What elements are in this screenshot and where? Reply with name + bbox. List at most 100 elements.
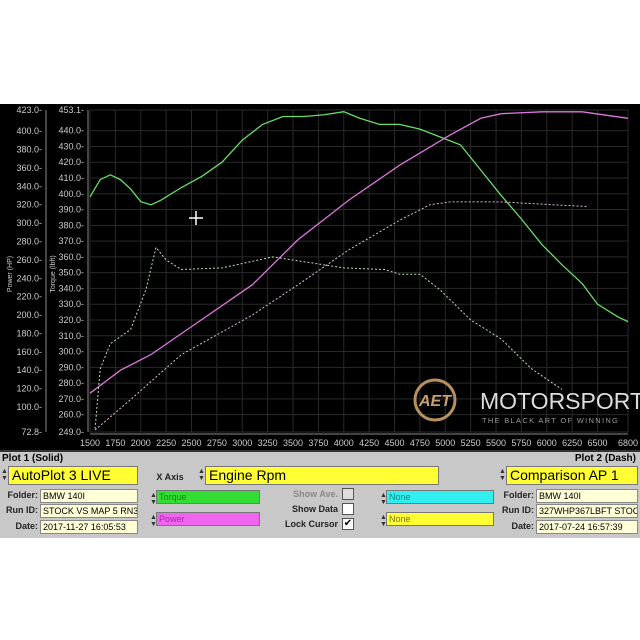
plot2-spinner[interactable]: ▲ ▼ <box>499 468 506 482</box>
power-tick-label: 260.0- <box>16 255 42 265</box>
x-tick-label: 5250 <box>461 438 481 448</box>
logo-brand: AET <box>418 393 452 410</box>
chart-svg: 453.1- 440.0- 430.0- 420.0- 410.0- 400.0- 390.… <box>7 105 640 448</box>
power-tick-label: 360.0- <box>16 163 42 173</box>
torque-tick-label: 380.0- <box>58 220 84 230</box>
x-tick-label: 2750 <box>207 438 227 448</box>
x-axis-spinner[interactable]: ▲ ▼ <box>198 468 205 482</box>
power-tick-label: 140.0- <box>16 365 42 375</box>
show-data-checkbox[interactable] <box>342 503 354 515</box>
power-tick-label: 300.0- <box>16 218 42 228</box>
power-tick-label: 380.0- <box>16 145 42 155</box>
lock-cursor-checkbox[interactable]: ✔ <box>342 518 354 530</box>
power-tick-label: 220.0- <box>16 292 42 302</box>
plot2-run-label: Run ID: <box>502 505 534 515</box>
power-tick-label: 280.0- <box>16 236 42 246</box>
plot1-run-id[interactable]: STOCK VS MAP 5 RN3 <box>40 504 138 518</box>
x-tick-label: 5500 <box>486 438 506 448</box>
x-tick-label: 3500 <box>283 438 303 448</box>
x-tick-label: 3000 <box>232 438 252 448</box>
power-tick-label: 320.0- <box>16 200 42 210</box>
torque-tick-label: 260.0- <box>58 410 84 420</box>
channel-torque-select[interactable]: Torque <box>156 490 260 504</box>
show-data-label: Show Data <box>291 504 338 514</box>
x-tick-label: 1750 <box>105 438 125 448</box>
show-ave-checkbox[interactable] <box>342 488 354 500</box>
x-tick-label: 5000 <box>435 438 455 448</box>
plot2-run-id[interactable]: 327WHP367LBFT STOCI <box>536 504 638 518</box>
series-torque-dash <box>94 246 563 429</box>
power-tick-label: 100.0- <box>16 402 42 412</box>
torque-tick-label: 280.0- <box>58 378 84 388</box>
plot1-folder[interactable]: BMW 140I <box>40 489 138 503</box>
x-tick-label: 2250 <box>156 438 176 448</box>
plot1-date-label: Date: <box>15 521 38 531</box>
control-panel: Plot 1 (Solid) ▲ ▼ AutoPlot 3 LIVE Folder… <box>0 450 640 538</box>
series-power-dash <box>94 201 588 431</box>
torque-tick-label: 440.0- <box>58 126 84 136</box>
plot1-run-label: Run ID: <box>6 505 38 515</box>
torque-tick-label: 390.0- <box>58 205 84 215</box>
torque-tick-label: 400.0- <box>58 189 84 199</box>
channel4-spinner[interactable]: ▲ ▼ <box>380 514 387 528</box>
x-tick-label: 6800 <box>618 438 638 448</box>
series-torque-solid <box>89 111 629 323</box>
x-tick-label: 6500 <box>588 438 608 448</box>
x-axis-select[interactable]: Engine Rpm <box>205 466 439 485</box>
plot2-title: Plot 2 (Dash) <box>574 453 636 464</box>
torque-tick-label: 249.0- <box>58 427 84 437</box>
plot1-title: Plot 1 (Solid) <box>2 453 64 464</box>
x-tick-label: 5750 <box>511 438 531 448</box>
torque-tick-label: 420.0- <box>58 157 84 167</box>
torque-tick-label: 340.0- <box>58 283 84 293</box>
channel-4-select[interactable]: None <box>386 512 494 526</box>
torque-tick-label: 350.0- <box>58 268 84 278</box>
dyno-chart[interactable]: 453.1- 440.0- 430.0- 420.0- 410.0- 400.0- 390.… <box>0 104 640 450</box>
plot2-date[interactable]: 2017-07-24 16:57:39 <box>536 520 638 534</box>
plot1-folder-label: Folder: <box>7 490 39 500</box>
channel-power-select[interactable]: Power <box>156 512 260 526</box>
power-tick-label: 72.8- <box>21 427 42 437</box>
logo-tagline: THE BLACK ART OF WINNING <box>482 416 619 425</box>
plot1-date[interactable]: 2017-11-27 16:05:53 <box>40 520 138 534</box>
torque-tick-label: 370.0- <box>58 236 84 246</box>
power-tick-label: 180.0- <box>16 328 42 338</box>
x-tick-label: 3250 <box>258 438 278 448</box>
plot2-date-label: Date: <box>511 521 534 531</box>
x-tick-label: 1500 <box>80 438 100 448</box>
plot1-select[interactable]: AutoPlot 3 LIVE <box>8 466 138 485</box>
show-ave-label: Show Ave. <box>293 489 338 499</box>
x-tick-label: 4250 <box>359 438 379 448</box>
channel2-spinner[interactable]: ▲ ▼ <box>150 514 157 528</box>
x-tick-label: 6000 <box>537 438 557 448</box>
crosshair-cursor-icon <box>189 211 203 225</box>
x-tick-label: 4000 <box>334 438 354 448</box>
torque-tick-label: 453.1- <box>58 105 84 115</box>
lock-cursor-label: Lock Cursor <box>284 519 338 529</box>
channel1-spinner[interactable]: ▲ ▼ <box>150 492 157 506</box>
x-tick-label: 3750 <box>308 438 328 448</box>
power-tick-label: 423.0- <box>16 105 42 115</box>
torque-tick-label: 430.0- <box>58 141 84 151</box>
x-tick-label: 4750 <box>410 438 430 448</box>
torque-tick-label: 320.0- <box>58 315 84 325</box>
power-tick-label: 120.0- <box>16 384 42 394</box>
channel-3-select[interactable]: None <box>386 490 494 504</box>
plot2-folder[interactable]: BMW 140I <box>536 489 638 503</box>
plot2-folder-label: Folder: <box>503 490 535 500</box>
power-tick-label: 200.0- <box>16 310 42 320</box>
x-axis-label: X Axis <box>156 472 184 482</box>
x-tick-label: 2000 <box>131 438 151 448</box>
torque-axis-title: Torque (lbft) <box>50 255 57 292</box>
power-tick-label: 240.0- <box>16 273 42 283</box>
channel3-spinner[interactable]: ▲ ▼ <box>380 492 387 506</box>
power-tick-label: 340.0- <box>16 181 42 191</box>
torque-tick-label: 410.0- <box>58 173 84 183</box>
torque-tick-label: 360.0- <box>58 252 84 262</box>
series-power-solid <box>89 111 629 394</box>
plot1-spinner[interactable]: ▲ ▼ <box>1 468 8 482</box>
power-axis-title: Power (HP) <box>7 256 14 292</box>
plot2-select[interactable]: Comparison AP 1 <box>506 466 638 485</box>
torque-tick-label: 310.0- <box>58 331 84 341</box>
logo-ring-icon <box>413 378 457 422</box>
